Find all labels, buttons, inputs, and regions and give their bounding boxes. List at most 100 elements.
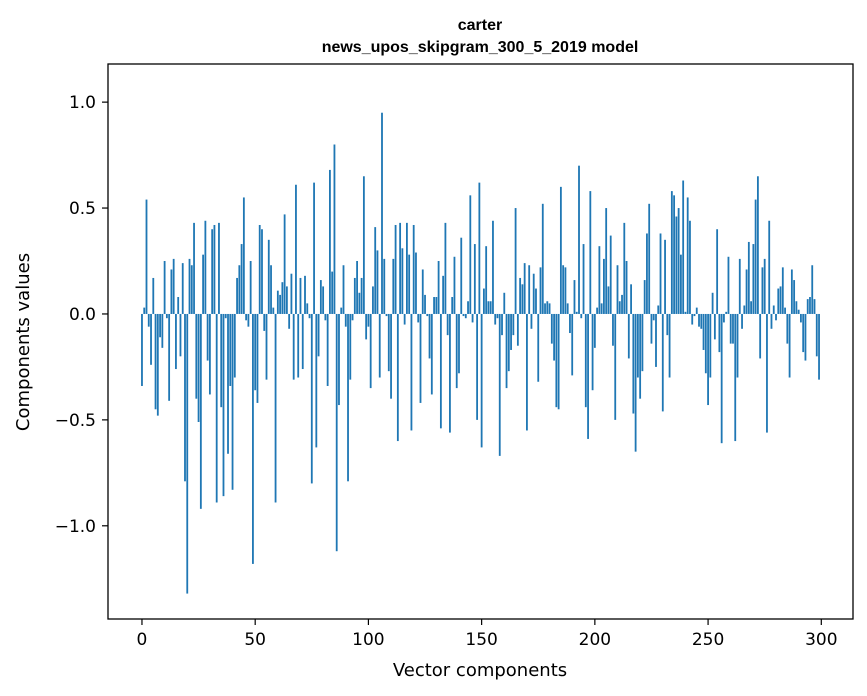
bar-component-272 bbox=[756, 176, 759, 314]
bar-component-29 bbox=[206, 313, 209, 361]
bar-component-193 bbox=[578, 165, 580, 314]
bar-component-284 bbox=[784, 307, 786, 314]
bar-component-30 bbox=[208, 313, 211, 395]
bar-component-273 bbox=[759, 313, 762, 359]
bar-component-43 bbox=[238, 265, 241, 314]
bar-component-131 bbox=[437, 261, 440, 314]
bar-component-11 bbox=[165, 313, 168, 319]
bar-component-150 bbox=[480, 313, 483, 448]
bar-component-295 bbox=[809, 297, 811, 314]
bar-component-98 bbox=[362, 176, 365, 314]
bar-component-249 bbox=[704, 313, 707, 374]
bar-component-234 bbox=[670, 191, 673, 314]
bar-component-26 bbox=[199, 313, 202, 509]
bar-component-21 bbox=[188, 258, 191, 314]
bar-component-1 bbox=[143, 307, 146, 314]
bar-component-261 bbox=[732, 313, 734, 344]
bar-component-176 bbox=[539, 267, 542, 314]
bar-component-160 bbox=[503, 292, 506, 314]
bar-component-266 bbox=[743, 305, 746, 314]
bar-component-52 bbox=[258, 224, 261, 314]
bar-component-0 bbox=[141, 313, 143, 386]
bar-component-58 bbox=[272, 307, 275, 314]
plot-area-frame bbox=[107, 63, 854, 620]
bar-component-293 bbox=[804, 313, 807, 361]
bar-component-240 bbox=[684, 311, 687, 314]
bar-component-136 bbox=[449, 313, 451, 433]
bar-component-2 bbox=[145, 199, 148, 314]
bar-component-215 bbox=[627, 313, 630, 359]
bar-component-196 bbox=[584, 313, 587, 408]
bar-component-18 bbox=[181, 263, 184, 314]
bar-component-78 bbox=[317, 313, 320, 357]
bar-component-25 bbox=[197, 313, 200, 422]
bar-component-245 bbox=[695, 307, 698, 314]
bar-component-46 bbox=[245, 313, 248, 321]
bar-component-170 bbox=[526, 313, 528, 431]
bar-component-144 bbox=[467, 301, 469, 314]
bar-component-204 bbox=[603, 258, 605, 314]
chart-subtitle: news_upos_skipgram_300_5_2019 model bbox=[322, 39, 639, 56]
bar-component-285 bbox=[786, 313, 789, 344]
bar-component-254 bbox=[716, 229, 719, 314]
bar-component-263 bbox=[736, 313, 739, 378]
bar-component-197 bbox=[587, 313, 589, 439]
bar-component-16 bbox=[177, 297, 180, 314]
bar-component-229 bbox=[659, 233, 662, 314]
bar-component-97 bbox=[360, 277, 363, 314]
bar-component-297 bbox=[813, 299, 816, 314]
bar-component-242 bbox=[689, 220, 691, 314]
bar-component-244 bbox=[693, 313, 696, 317]
bar-component-228 bbox=[657, 305, 660, 314]
bar-component-296 bbox=[811, 265, 814, 314]
bar-component-6 bbox=[154, 313, 157, 410]
bar-component-70 bbox=[299, 277, 302, 314]
bar-component-65 bbox=[288, 313, 291, 329]
bar-component-128 bbox=[430, 313, 433, 395]
bar-component-185 bbox=[559, 186, 562, 314]
bar-component-168 bbox=[521, 284, 524, 314]
x-axis-ticks: 0 50 100 150 200 250 300 bbox=[137, 619, 838, 650]
bar-component-250 bbox=[707, 313, 709, 406]
bar-component-114 bbox=[399, 222, 402, 314]
bar-component-271 bbox=[754, 199, 757, 314]
bar-component-5 bbox=[152, 277, 155, 314]
bar-component-212 bbox=[621, 294, 623, 314]
bar-component-140 bbox=[458, 313, 460, 374]
x-tick-label: 250 bbox=[692, 630, 724, 650]
bar-component-221 bbox=[641, 313, 644, 372]
bar-component-203 bbox=[600, 303, 603, 314]
bar-component-277 bbox=[768, 220, 771, 314]
bar-component-96 bbox=[358, 292, 361, 314]
bar-component-199 bbox=[591, 313, 594, 391]
bar-component-146 bbox=[471, 313, 474, 323]
bar-component-191 bbox=[573, 280, 576, 314]
bar-component-87 bbox=[338, 313, 340, 406]
bar-component-99 bbox=[365, 313, 368, 340]
bar-component-139 bbox=[455, 313, 458, 389]
bar-component-188 bbox=[566, 303, 569, 314]
y-axis-ticks: −1.0 −0.5 0.0 0.5 1.0 bbox=[55, 93, 108, 537]
bar-component-269 bbox=[750, 301, 752, 314]
bar-component-60 bbox=[276, 290, 279, 314]
bar-component-68 bbox=[295, 184, 297, 314]
bar-component-79 bbox=[319, 280, 322, 314]
bar-component-102 bbox=[372, 286, 374, 314]
bar-component-184 bbox=[557, 313, 560, 410]
bar-component-211 bbox=[618, 301, 621, 314]
bar-component-180 bbox=[548, 303, 551, 314]
bar-component-37 bbox=[224, 313, 227, 319]
bar-component-231 bbox=[664, 239, 666, 314]
x-tick-label: 200 bbox=[579, 630, 611, 650]
bar-component-223 bbox=[646, 233, 648, 314]
bar-component-85 bbox=[333, 144, 336, 314]
bar-component-132 bbox=[439, 313, 442, 429]
bar-component-289 bbox=[795, 301, 798, 314]
bar-component-159 bbox=[501, 313, 503, 336]
bar-component-298 bbox=[815, 313, 818, 357]
bar-component-183 bbox=[555, 313, 558, 408]
bar-component-32 bbox=[213, 224, 216, 314]
bar-component-63 bbox=[283, 214, 286, 314]
bar-component-260 bbox=[729, 313, 732, 344]
